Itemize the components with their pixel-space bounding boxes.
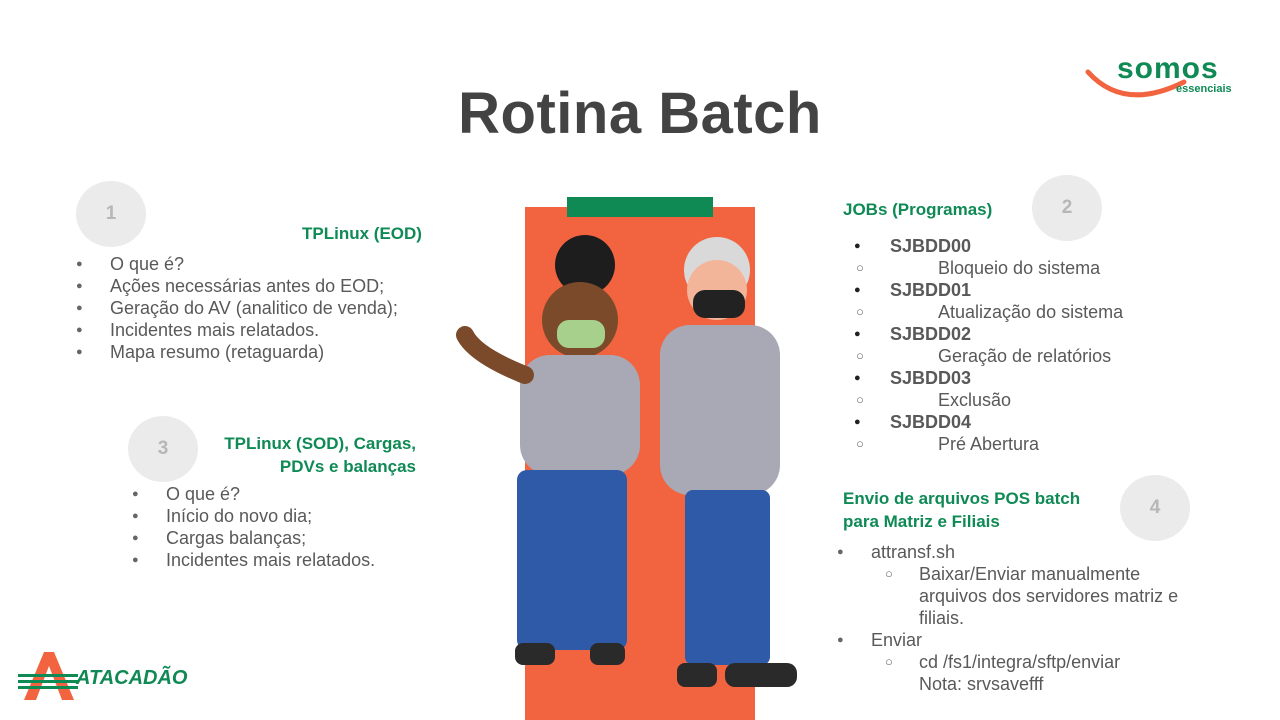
list-item: Geração do AV (analitico de venda); (76, 297, 398, 319)
list-item: Incidentes mais relatados. (76, 319, 398, 341)
atacadao-a-icon (18, 652, 78, 700)
somos-wordmark: somos (1117, 52, 1219, 85)
woman-figure (456, 235, 640, 665)
section-3-heading-line2: PDVs e balanças (279, 457, 416, 476)
job-name: SJBDD02 (854, 323, 1123, 345)
section-4-badge: 4 (1120, 475, 1190, 541)
list-subitem-continued: Nota: srvsavefff (919, 674, 1044, 694)
job-name: SJBDD03 (854, 367, 1123, 389)
somos-subtitle: essenciais (1176, 83, 1232, 95)
section-2-heading: JOBs (Programas) (843, 200, 993, 219)
illustration-top-bar (567, 197, 713, 217)
workers-illustration (456, 235, 797, 687)
section-1-badge: 1 (76, 181, 146, 247)
section-2-list: SJBDD00 Bloqueio do sistema SJBDD01 Atua… (854, 235, 1123, 455)
list-subitem-continued: filiais. (919, 608, 965, 628)
list-item: O que é? (132, 483, 375, 505)
job-desc: Geração de relatórios (856, 345, 1123, 367)
job-name: SJBDD04 (854, 411, 1123, 433)
section-3-list: O que é? Início do novo dia; Cargas bala… (132, 483, 375, 571)
job-name: SJBDD00 (854, 235, 1123, 257)
section-4-heading-line2: para Matriz e Filiais (843, 512, 1000, 531)
atacadao-wordmark: ATACADÃO (76, 667, 188, 689)
section-4-list: attransf.sh Baixar/Enviar manualmente ar… (837, 541, 1179, 695)
section-1-list: O que é? Ações necessárias antes do EOD;… (76, 253, 398, 363)
list-subitem: cd /fs1/integra/sftp/enviar (885, 651, 1178, 673)
job-desc: Atualização do sistema (856, 301, 1123, 323)
somos-logo: somos essenciais (1084, 52, 1244, 104)
list-item: Mapa resumo (retaguarda) (76, 341, 398, 363)
list-item: O que é? (76, 253, 398, 275)
man-figure (660, 237, 797, 687)
somos-smile-icon (1085, 69, 1187, 98)
job-desc: Pré Abertura (856, 433, 1123, 455)
section-4-heading: Envio de arquivos POS batch para Matriz … (843, 487, 1080, 533)
list-item: Início do novo dia; (132, 505, 375, 527)
section-4-heading-line1: Envio de arquivos POS batch (843, 489, 1081, 508)
page-title: Rotina Batch (458, 81, 822, 146)
list-item: attransf.sh (837, 541, 1178, 563)
atacadao-logo: ATACADÃO (18, 650, 218, 702)
section-1-heading: TPLinux (EOD) (302, 224, 422, 243)
list-subitem-continued: arquivos dos servidores matriz e (919, 586, 1179, 606)
list-item: Incidentes mais relatados. (132, 549, 375, 571)
list-item: Enviar (837, 629, 1178, 651)
list-subitem: Baixar/Enviar manualmente (885, 563, 1178, 585)
job-desc: Bloqueio do sistema (856, 257, 1123, 279)
list-item: Cargas balanças; (132, 527, 375, 549)
job-desc: Exclusão (856, 389, 1123, 411)
section-3-heading-line1: TPLinux (SOD), Cargas, (224, 434, 416, 453)
section-3-badge: 3 (128, 416, 198, 482)
job-name: SJBDD01 (854, 279, 1123, 301)
section-3-heading: TPLinux (SOD), Cargas, PDVs e balanças (212, 432, 416, 478)
section-2-badge: 2 (1032, 175, 1102, 241)
list-item: Ações necessárias antes do EOD; (76, 275, 398, 297)
